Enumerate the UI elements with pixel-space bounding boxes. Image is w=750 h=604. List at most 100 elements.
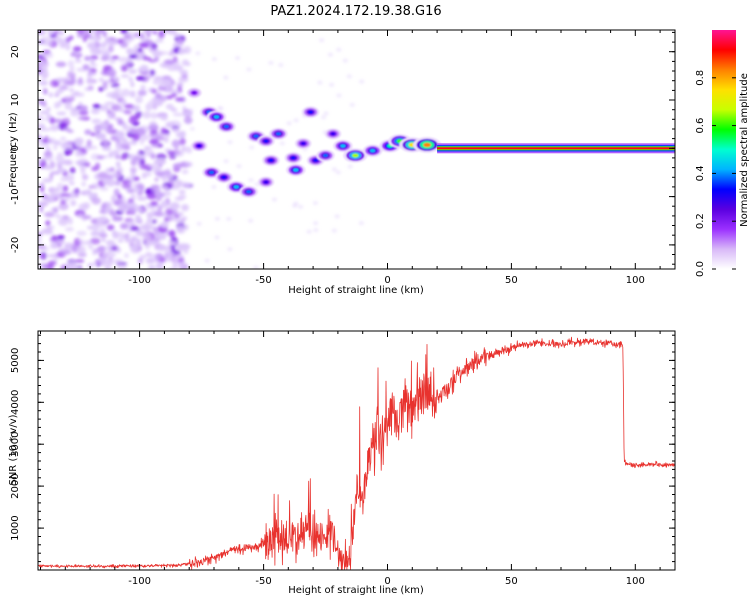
noise-speckle — [55, 89, 64, 94]
noise-speckle — [100, 55, 110, 62]
y-tick-label: 1000 — [10, 515, 21, 540]
noise-speckle — [111, 55, 120, 60]
noise-speckle — [38, 201, 43, 207]
noise-speckle — [67, 71, 76, 80]
noise-speckle — [109, 211, 115, 216]
noise-speckle — [101, 238, 106, 242]
noise-speckle — [113, 216, 123, 222]
noise-speckle — [334, 214, 340, 219]
spectrogram-y-label: Frequency (Hz) — [8, 112, 19, 188]
noise-speckle — [70, 52, 77, 57]
snr-x-label: Height of straight line (km) — [288, 585, 424, 596]
noise-speckle — [180, 145, 187, 152]
noise-speckle — [84, 161, 91, 168]
noise-speckle — [122, 122, 127, 130]
noise-speckle — [104, 266, 112, 269]
noise-speckle — [246, 67, 252, 72]
noise-speckle — [128, 207, 137, 216]
noise-speckle — [56, 168, 67, 173]
signal-blob — [351, 153, 359, 158]
spectrogram-x-ticks: -100 -50 0 50 100 — [40, 30, 661, 286]
noise-speckle — [44, 211, 55, 218]
noise-speckle — [142, 56, 152, 61]
signal-blob — [246, 190, 252, 194]
noise-speckle — [155, 255, 161, 262]
noise-speckle — [105, 239, 115, 246]
noise-speckle — [76, 230, 87, 236]
noise-speckle — [163, 246, 174, 251]
noise-speckle — [73, 91, 80, 96]
noise-speckle — [118, 137, 128, 142]
noise-speckle — [217, 106, 223, 110]
noise-speckle — [41, 66, 48, 74]
noise-speckle — [70, 200, 77, 207]
noise-speckle — [172, 112, 184, 117]
signal-blob — [290, 156, 296, 160]
noise-speckle — [69, 35, 74, 40]
spectrogram-y-ticks: -20 -10 0 10 20 — [10, 31, 675, 265]
noise-speckle — [178, 261, 187, 269]
noise-speckle — [74, 137, 84, 145]
noise-speckle — [102, 82, 108, 91]
noise-speckle — [104, 207, 111, 214]
colorbar: 0.0 0.2 0.4 0.6 0.8 Normalized spectral ampl… — [695, 30, 750, 277]
noise-speckle — [117, 204, 126, 212]
noise-speckle — [77, 116, 86, 121]
y-tick-label: -10 — [10, 188, 21, 204]
noise-speckle — [211, 185, 217, 189]
noise-speckle — [68, 181, 75, 186]
noise-speckle — [111, 230, 118, 238]
noise-speckle — [42, 138, 49, 144]
noise-speckle — [128, 76, 134, 83]
noise-speckle — [181, 169, 189, 174]
noise-speckle — [102, 252, 109, 257]
noise-speckle — [121, 65, 128, 72]
noise-speckle — [127, 198, 134, 204]
noise-speckle — [57, 31, 65, 36]
noise-speckle — [149, 201, 159, 206]
noise-speckle — [39, 80, 48, 86]
noise-speckle — [58, 85, 69, 91]
noise-speckle — [143, 30, 153, 35]
noise-speckle — [143, 148, 154, 156]
noise-speckle — [129, 166, 137, 173]
signal-blob — [208, 170, 215, 175]
noise-speckle — [82, 64, 90, 70]
noise-speckle — [306, 229, 312, 234]
noise-speckle — [129, 127, 138, 134]
noise-speckle — [272, 197, 277, 202]
noise-speckle — [39, 251, 48, 260]
noise-speckle — [46, 113, 52, 118]
noise-speckle — [319, 38, 325, 42]
noise-speckle — [52, 145, 58, 151]
y-tick-label: 4000 — [10, 390, 21, 415]
noise-speckle — [359, 79, 365, 84]
noise-speckle — [321, 115, 327, 120]
noise-speckle — [40, 187, 45, 193]
noise-speckle — [115, 130, 125, 139]
noise-speckle — [129, 90, 136, 98]
noise-speckle — [146, 212, 156, 218]
steady-tone-core — [437, 147, 675, 150]
noise-speckle — [50, 171, 61, 175]
noise-speckle — [98, 77, 104, 82]
noise-speckle — [111, 245, 118, 251]
noise-speckle — [130, 248, 140, 254]
noise-speckle — [42, 178, 53, 183]
noise-speckle — [69, 110, 80, 117]
noise-speckle — [91, 182, 100, 190]
noise-speckle — [97, 171, 108, 180]
noise-speckle — [60, 200, 66, 205]
noise-speckle — [139, 224, 151, 231]
noise-speckle — [61, 250, 72, 255]
noise-speckle — [152, 78, 161, 85]
signal-blob — [233, 185, 239, 189]
signal-blob — [275, 132, 281, 136]
noise-speckle — [107, 39, 119, 46]
noise-speckle — [195, 51, 201, 56]
noise-speckle — [175, 179, 183, 187]
noise-speckle — [69, 66, 75, 72]
noise-speckle — [99, 186, 109, 191]
noise-speckle — [109, 167, 115, 172]
